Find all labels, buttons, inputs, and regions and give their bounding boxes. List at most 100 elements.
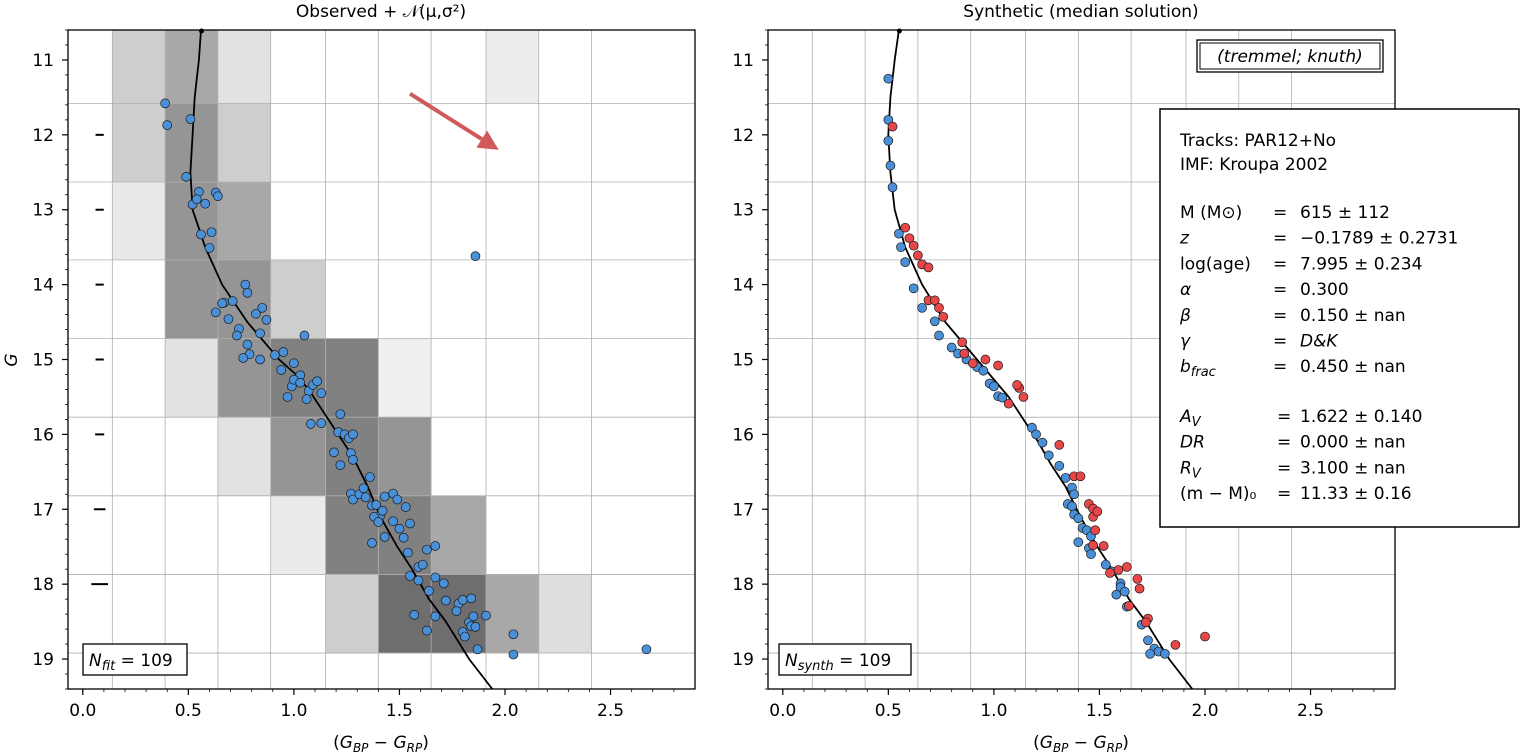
axis-ticks: 0.0 0.5 1.0 1.5 2.0 2.5 11 12 13 14 15 16 17 18 19 [32, 29, 675, 721]
param-value: 11.33 ± 0.16 [1300, 484, 1412, 504]
data-point [413, 575, 424, 586]
data-point [227, 296, 238, 306]
y-tick-label: 13 [732, 201, 754, 221]
hess-cell [217, 182, 271, 260]
data-point [409, 610, 420, 620]
param-value: 0.000 ± nan [1300, 433, 1406, 453]
data-point [365, 472, 375, 482]
data-point [466, 593, 477, 604]
param-value: 7.995 ± 0.234 [1300, 254, 1422, 274]
data-point [278, 347, 289, 357]
data-point [422, 625, 432, 636]
y-tick-label: 19 [732, 650, 754, 670]
data-point [379, 532, 390, 542]
data-point [472, 644, 483, 655]
data-point [204, 243, 215, 253]
x-tick-label: 1.0 [980, 701, 1007, 721]
param-equals: = [1277, 458, 1291, 478]
data-point [405, 571, 415, 581]
data-point [392, 494, 403, 505]
hess-cell [431, 495, 486, 575]
data-point [371, 499, 382, 510]
hess-cell [112, 30, 166, 104]
hess-cell [538, 574, 592, 654]
x-tick-label: 2.5 [1297, 701, 1324, 721]
binary-star-point [1003, 398, 1014, 409]
data-point [160, 98, 170, 109]
data-point [424, 586, 434, 596]
x-tick-label: 0.5 [175, 701, 202, 721]
binary-star-point [1124, 601, 1134, 611]
data-point [223, 314, 234, 324]
left-title: Observed + 𝒩(μ,σ²) [296, 2, 466, 22]
binary-star-point [1200, 631, 1210, 642]
hess-cell [217, 103, 271, 183]
hess-cell [378, 338, 432, 418]
tracks-label: Tracks: PAR12+No [1179, 131, 1336, 151]
param-value: D&K [1300, 332, 1339, 352]
single-star-point [887, 182, 898, 193]
data-point [276, 365, 287, 375]
param-equals: = [1273, 254, 1287, 274]
hess-cell [270, 259, 326, 339]
binary-star-point [1132, 574, 1143, 584]
param-value: 0.450 ± nan [1300, 357, 1406, 377]
data-point [403, 547, 413, 558]
fit-parameters: M (M⊙) = 615 ± 112 z = −0.1789 ± 0.2731 log(ag… [1179, 203, 1458, 504]
single-star-point [900, 257, 911, 267]
single-star-point [1037, 437, 1048, 448]
param-name: (m − M)₀ [1180, 484, 1257, 504]
error-bars-layer [91, 133, 108, 586]
single-star-point [997, 392, 1008, 403]
single-star-point [1067, 501, 1077, 512]
svg-text:Nsynth = 109: Nsynth = 109 [785, 651, 891, 674]
single-star-point [1143, 635, 1153, 646]
data-point [255, 354, 265, 365]
plot-frame [67, 29, 696, 690]
x-tick-label: 0.0 [69, 701, 96, 721]
x-tick-label: 1.5 [1086, 701, 1113, 721]
data-point [394, 523, 405, 534]
param-name: DR [1180, 433, 1205, 453]
hess-cell [486, 30, 539, 104]
param-value: −0.1789 ± 0.2731 [1300, 229, 1458, 249]
param-equals: = [1273, 357, 1287, 377]
param-name: RV [1180, 458, 1202, 481]
hess-cell [112, 182, 166, 260]
hess-cell [165, 30, 218, 104]
data-point [348, 494, 358, 505]
binary-star-point [1122, 562, 1132, 572]
data-point [508, 629, 519, 640]
y-tick-label: 16 [32, 425, 54, 445]
param-name: α [1180, 280, 1191, 300]
reddening-arrow-head [476, 130, 499, 150]
single-star-point [946, 342, 957, 353]
binary-star-point [1113, 565, 1124, 575]
data-point [422, 544, 432, 555]
y-tick-label: 12 [732, 126, 754, 146]
data-point [295, 377, 306, 388]
hess-cell [325, 574, 379, 654]
hess-cell [270, 495, 326, 575]
param-name: bfrac [1180, 357, 1216, 380]
n-fit-box: Nfit = 109 [82, 643, 188, 676]
param-equals: = [1277, 407, 1291, 427]
binary-star-point [1075, 471, 1086, 482]
data-point [470, 251, 481, 262]
single-star-point [917, 302, 927, 313]
svg-text:Nfit = 109: Nfit = 109 [89, 651, 173, 674]
data-point [312, 376, 322, 387]
param-equals: = [1273, 280, 1287, 300]
axis-ticks: 0.0 0.5 1.0 1.5 2.0 2.5 11 12 13 14 15 16 17 18 19 [732, 29, 1375, 721]
binary-star-point [1092, 506, 1103, 517]
x-tick-label: 2.5 [597, 701, 624, 721]
x-tick-label: 0.5 [875, 701, 902, 721]
param-name: log(age) [1180, 254, 1251, 274]
y-tick-label: 12 [32, 126, 54, 146]
data-point [289, 358, 299, 369]
binary-star-point [938, 311, 949, 322]
single-star-point [1060, 472, 1071, 483]
single-star-point [1111, 589, 1122, 600]
param-equals: = [1277, 484, 1291, 504]
single-star-point [1086, 549, 1096, 560]
